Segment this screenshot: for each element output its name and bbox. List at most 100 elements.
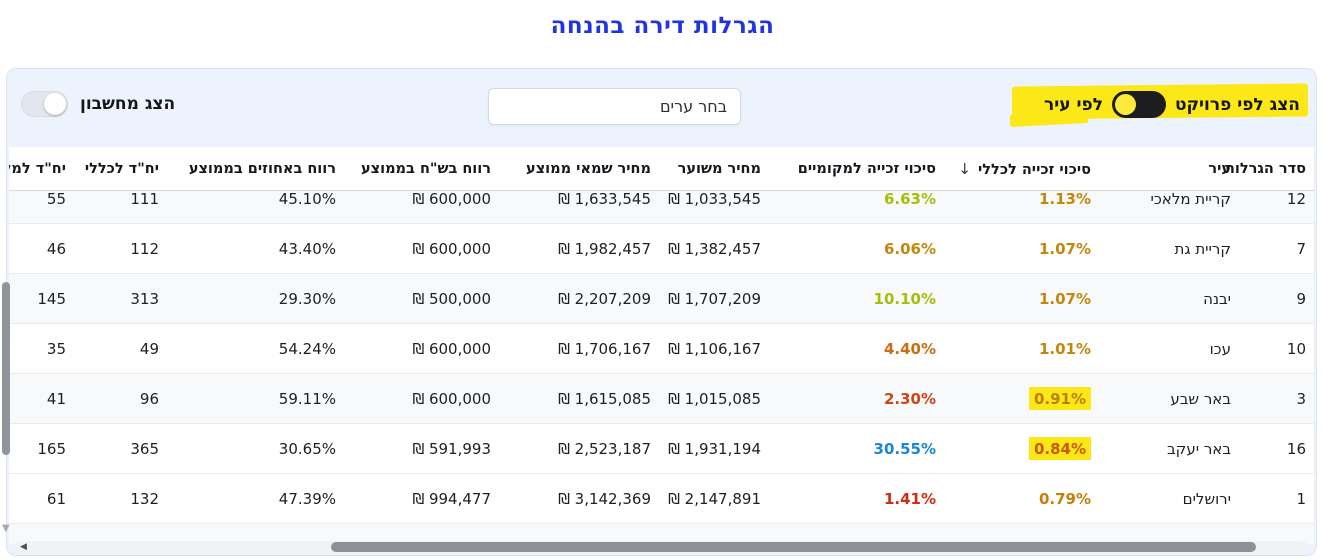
cell-units-locals: 55 — [9, 191, 74, 224]
cell-profit-pct: 54.24% — [167, 323, 344, 374]
cell-profit-pct: 38.56% — [167, 523, 344, 544]
table-row[interactable]: 16 באר יעקב 0.84% 30.55% ₪ 1,931,194 ₪ 2… — [9, 423, 1314, 474]
table-row[interactable]: 2 נתניה 0.67% 2.53% ₪ 1,882,125 ₪ 2,611,… — [9, 523, 1314, 544]
cell-units-general: 49 — [74, 323, 167, 374]
cell-price-estimated: ₪ 1,033,545 — [659, 191, 769, 224]
calculator-toggle-label: הצג מחשבון — [80, 94, 176, 114]
col-units-general[interactable]: יח"ד לכללי — [74, 147, 167, 191]
cell-chance-general: 0.91% — [944, 373, 1099, 424]
cell-units-general: 365 — [74, 423, 167, 474]
cell-order: 10 — [1239, 323, 1314, 374]
cell-chance-general: 1.07% — [944, 223, 1099, 274]
cell-order: 16 — [1239, 423, 1314, 474]
vertical-scrollbar-thumb[interactable] — [2, 282, 10, 455]
city-select-input[interactable] — [488, 88, 741, 125]
cell-chance-general: 0.67% — [944, 523, 1099, 544]
scroll-left-icon[interactable]: ◀ — [20, 542, 27, 552]
cell-profit-nis: ₪ 600,000 — [344, 191, 499, 224]
cell-chance-general: 0.84% — [944, 423, 1099, 474]
cell-chance-locals: 2.30% — [769, 373, 944, 424]
col-profit-pct[interactable]: רווח באחוזים בממוצע — [167, 147, 344, 191]
table-row[interactable]: 10 עכו 1.01% 4.40% ₪ 1,106,167 ₪ 1,706,1… — [9, 323, 1314, 374]
cell-chance-locals: 4.40% — [769, 323, 944, 374]
cell-chance-locals: 10.10% — [769, 273, 944, 324]
cell-city: יבנה — [1099, 273, 1239, 324]
cell-units-locals: 145 — [9, 273, 74, 324]
cell-chance-general: 1.07% — [944, 273, 1099, 324]
cell-city: נתניה — [1099, 523, 1239, 544]
cell-units-locals: 61 — [9, 473, 74, 524]
cell-price-estimated: ₪ 1,106,167 — [659, 323, 769, 374]
cell-order: 9 — [1239, 273, 1314, 324]
cell-city: קריית גת — [1099, 223, 1239, 274]
cell-units-general: 313 — [74, 273, 167, 324]
cell-units-locals: 165 — [9, 423, 74, 474]
cell-profit-pct: 30.65% — [167, 423, 344, 474]
col-chance-general[interactable]: סיכוי זכייה לכללי↓ — [944, 147, 1099, 191]
table-row[interactable]: 9 יבנה 1.07% 10.10% ₪ 1,707,209 ₪ 2,207,… — [9, 273, 1314, 324]
cell-city: ירושלים — [1099, 473, 1239, 524]
table-row[interactable]: 7 קריית גת 1.07% 6.06% ₪ 1,382,457 ₪ 1,9… — [9, 223, 1314, 274]
cell-order: 12 — [1239, 191, 1314, 224]
cell-price-estimated: ₪ 1,382,457 — [659, 223, 769, 274]
table-body-viewport[interactable]: 12 קריית מלאכי 1.13% 6.63% ₪ 1,033,545 ₪… — [9, 191, 1314, 544]
cell-units-general: 96 — [74, 373, 167, 424]
cell-order: 3 — [1239, 373, 1314, 424]
label-by-project: הצג לפי פרויקט — [1174, 94, 1300, 115]
horizontal-scrollbar[interactable]: ◀ — [15, 541, 1308, 553]
table-header: סדר הגרלות עיר סיכוי זכייה לכללי↓ סיכוי … — [9, 147, 1314, 191]
horizontal-scrollbar-thumb[interactable] — [331, 542, 1256, 552]
cell-chance-locals: 1.41% — [769, 473, 944, 524]
cell-city: קריית מלאכי — [1099, 191, 1239, 224]
cell-price-appraiser: ₪ 2,207,209 — [499, 273, 659, 324]
cell-units-general: 111 — [74, 191, 167, 224]
calculator-toggle-group: הצג מחשבון — [21, 91, 175, 117]
col-order[interactable]: סדר הגרלות — [1225, 147, 1314, 191]
cell-chance-locals: 30.55% — [769, 423, 944, 474]
view-mode-toggle-group: הצג לפי פרויקט לפי עיר — [1044, 91, 1300, 118]
lottery-card: הצג לפי פרויקט לפי עיר הצג מחשבון סדר הג… — [6, 68, 1317, 556]
cell-order: 2 — [1239, 523, 1314, 544]
cell-units-locals: 46 — [9, 223, 74, 274]
cell-chance-general: 0.79% — [944, 473, 1099, 524]
table-row[interactable]: 1 ירושלים 0.79% 1.41% ₪ 2,147,891 ₪ 3,14… — [9, 473, 1314, 524]
cell-chance-locals: 2.53% — [769, 523, 944, 544]
cell-chance-general: 1.01% — [944, 323, 1099, 374]
table-row[interactable]: 12 קריית מלאכי 1.13% 6.63% ₪ 1,033,545 ₪… — [9, 191, 1314, 224]
scroll-down-icon[interactable]: ▼ — [2, 523, 10, 534]
col-units-locals[interactable]: יח"ד למקומיים — [9, 147, 74, 191]
cell-profit-pct: 47.39% — [167, 473, 344, 524]
cell-city: באר יעקב — [1099, 423, 1239, 474]
calculator-toggle[interactable] — [21, 91, 68, 117]
toggle-knob[interactable] — [1114, 93, 1136, 115]
col-price-appraiser[interactable]: מחיר שמאי ממוצע — [499, 147, 659, 191]
cell-order: 1 — [1239, 473, 1314, 524]
toggle-knob[interactable] — [44, 93, 66, 115]
cell-price-estimated: ₪ 1,015,085 — [659, 373, 769, 424]
cell-profit-pct: 59.11% — [167, 373, 344, 424]
cell-price-appraiser: ₪ 3,142,369 — [499, 473, 659, 524]
cell-profit-nis: ₪ 600,000 — [344, 323, 499, 374]
cell-profit-nis: ₪ 500,000 — [344, 273, 499, 324]
cell-profit-nis: ₪ 600,000 — [344, 223, 499, 274]
cell-profit-nis: ₪ 600,000 — [344, 373, 499, 424]
view-mode-toggle[interactable] — [1111, 91, 1166, 118]
sort-desc-icon[interactable]: ↓ — [958, 159, 971, 178]
cell-chance-locals: 6.06% — [769, 223, 944, 274]
cell-profit-pct: 43.40% — [167, 223, 344, 274]
col-price-estimated[interactable]: מחיר משוער — [659, 147, 769, 191]
col-chance-locals[interactable]: סיכוי זכייה למקומיים — [769, 147, 944, 191]
cell-order: 7 — [1239, 223, 1314, 274]
page-title: הגרלות דירה בהנחה — [550, 12, 775, 39]
cell-units-general: 173 — [74, 523, 167, 544]
cell-units-locals: 41 — [9, 373, 74, 424]
col-profit-nis[interactable]: רווח בש"ח בממוצע — [344, 147, 499, 191]
cell-units-general: 112 — [74, 223, 167, 274]
lottery-table: סדר הגרלות עיר סיכוי זכייה לכללי↓ סיכוי … — [9, 147, 1314, 544]
table-row[interactable]: 3 באר שבע 0.91% 2.30% ₪ 1,015,085 ₪ 1,61… — [9, 373, 1314, 424]
cell-chance-general: 1.13% — [944, 191, 1099, 224]
cell-price-appraiser: ₪ 1,706,167 — [499, 323, 659, 374]
cell-price-appraiser: ₪ 1,982,457 — [499, 223, 659, 274]
col-city[interactable]: עיר — [1099, 147, 1239, 191]
cell-city: עכו — [1099, 323, 1239, 374]
